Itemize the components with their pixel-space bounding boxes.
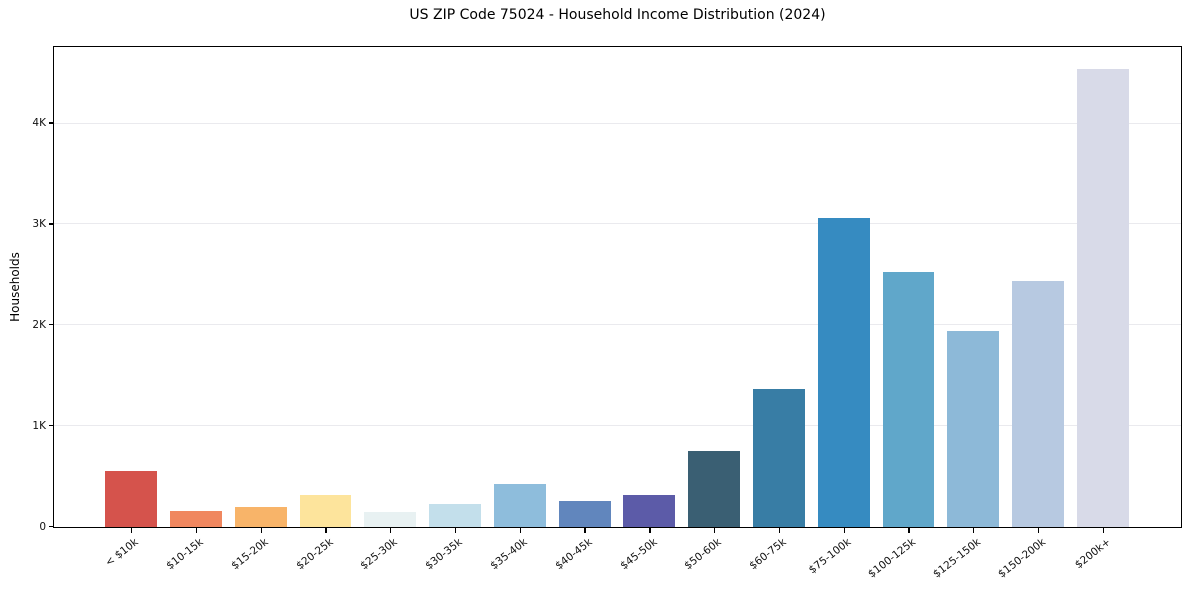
gridline [54,324,1181,326]
bar [753,388,805,527]
x-tick-mark [1037,528,1040,533]
x-tick-label: $125-150k [931,536,984,581]
bar [688,450,741,527]
y-tick-label: 1K [32,419,46,432]
x-tick-mark [519,528,521,533]
bar [493,483,546,527]
x-tick-label: $45-50k [617,536,660,573]
y-tick-label: 0 [39,520,46,533]
y-tick-mark [48,223,53,225]
x-tick-label: $150-200k [995,536,1049,581]
x-tick-label: $60-75k [747,536,789,573]
y-tick-label: 2K [32,318,46,331]
x-tick-mark [195,528,198,533]
x-tick-mark [1102,528,1105,533]
y-tick-mark [48,122,53,124]
x-tick-label: $40-45k [553,536,595,573]
bar [558,500,611,527]
x-tick-mark [130,528,133,533]
x-tick-label: $20-25k [293,536,336,573]
x-tick-mark [908,528,910,533]
bar [429,504,481,527]
bar [364,511,417,527]
x-tick-label: $50-60k [682,536,725,573]
bar [947,331,1000,527]
x-tick-label: $30-35k [423,536,465,573]
bar [623,494,676,527]
x-tick-label: $100-125k [866,536,919,581]
x-tick-label: $75-100k [806,536,854,577]
x-tick-mark [390,528,392,533]
x-tick-mark [778,528,781,533]
x-tick-label: $10-15k [164,536,206,573]
y-tick-mark [48,425,53,427]
y-tick-label: 4K [32,117,46,130]
chart-title: US ZIP Code 75024 - Household Income Dis… [409,7,826,23]
bar [1012,280,1065,527]
bar [1076,69,1129,527]
x-tick-mark [454,528,457,533]
x-tick-mark [260,528,262,533]
x-tick-label: $35-40k [488,536,530,573]
x-tick-label: $200k+ [1072,536,1113,572]
x-tick-label: $25-30k [358,536,401,573]
bar [299,494,352,527]
x-tick-label: < $10k [103,536,141,570]
gridline [54,122,1181,124]
x-tick-mark [714,528,716,533]
bar [105,471,157,527]
x-tick-mark [649,528,651,533]
plot-area [53,46,1182,528]
x-tick-mark [584,528,586,533]
y-axis-label: Households [8,252,22,322]
gridline [54,223,1181,225]
bar [234,507,287,527]
x-tick-mark [843,528,845,533]
bar [817,218,870,527]
gridline [54,425,1181,427]
x-tick-label: $15-20k [229,536,271,573]
bar [169,510,222,527]
y-tick-mark [48,525,53,528]
x-tick-mark [325,528,327,533]
x-tick-mark [973,528,975,533]
y-tick-label: 3K [32,217,46,230]
bar [882,271,935,527]
y-tick-mark [48,324,53,326]
